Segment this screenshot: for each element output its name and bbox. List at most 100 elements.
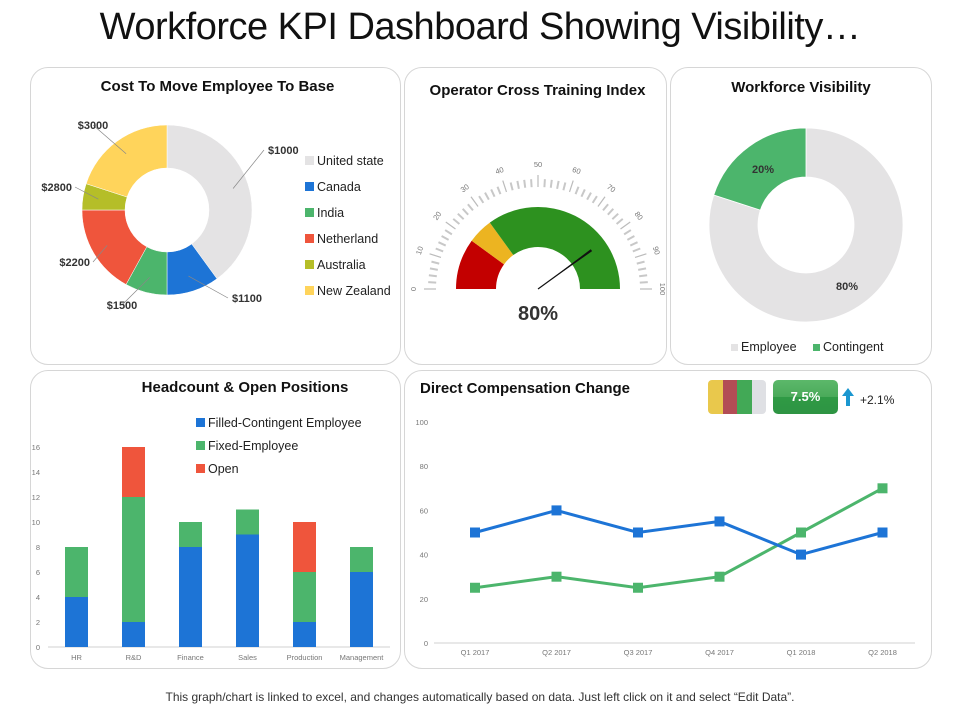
line-marker-series-2 [877, 483, 888, 494]
arrow-up-icon [842, 388, 854, 406]
legend-swatch [196, 464, 205, 473]
visibility-legend-item: Employee [731, 340, 797, 354]
bar-segment-hr-0 [65, 597, 88, 647]
legend-label: Employee [741, 340, 797, 354]
line-y-tick-label: 20 [420, 595, 428, 604]
legend-label: Netherland [317, 232, 379, 246]
legend-label: Canada [317, 180, 361, 194]
gauge-value-label: 80% [517, 303, 559, 325]
panel-compensation [404, 370, 932, 669]
gauge-tick [634, 253, 647, 259]
bar-segment-rd-0 [122, 622, 145, 647]
bar-segment-finance-1 [179, 522, 202, 547]
legend-swatch [813, 344, 820, 351]
cost-slice-united-state [166, 124, 253, 280]
bar-segment-sales-0 [236, 534, 259, 647]
bar-segment-production-0 [293, 622, 316, 647]
gauge-tick [530, 179, 533, 188]
gauge-tick [444, 229, 453, 236]
legend-label: United state [317, 154, 384, 168]
bar-segment-hr-1 [65, 547, 88, 597]
gauge-tick [429, 267, 438, 271]
gauge-tick [438, 241, 447, 247]
bar-y-tick-label: 12 [32, 493, 40, 502]
gauge-tick [591, 195, 598, 204]
line-x-tick-label: Q1 2018 [787, 648, 816, 657]
cost-legend-item: Netherland [305, 232, 378, 246]
line-x-tick-label: Q3 2017 [624, 648, 653, 657]
kpi-badge: 7.5% [773, 380, 838, 414]
visibility-slice-contingent [713, 127, 807, 211]
bar-segment-management-0 [350, 572, 373, 647]
legend-swatch [305, 182, 314, 191]
gauge-tick [478, 195, 485, 204]
gauge-band-0 [456, 240, 505, 289]
bar-segment-rd-1 [122, 497, 145, 622]
gauge-tick [502, 180, 508, 193]
legend-swatch [305, 286, 314, 295]
cost-leader-line [232, 149, 265, 189]
line-y-tick-label: 100 [415, 418, 428, 427]
cost-leader-line [74, 186, 99, 200]
line-x-tick-label: Q4 2017 [705, 648, 734, 657]
bar-segment-sales-1 [236, 509, 259, 535]
cost-data-label: $3000 [78, 120, 109, 132]
bar-y-tick-label: 2 [36, 618, 40, 627]
gauge-tick [428, 274, 437, 278]
gauge-tick-label: 10 [414, 245, 425, 256]
line-marker-series-1 [714, 516, 725, 527]
legend-swatch [196, 441, 205, 450]
cost-leader-line [92, 245, 108, 263]
gauge-tick [516, 180, 520, 189]
gauge-tick [636, 260, 645, 265]
visibility-data-label: 80% [836, 281, 858, 293]
gauge-tick [441, 235, 450, 241]
line-marker-series-1 [470, 527, 480, 538]
bar-segment-production-2 [293, 522, 316, 572]
legend-label: Contingent [823, 340, 884, 354]
gauge-tick [597, 196, 606, 207]
cost-slice-new-zealand [85, 124, 168, 198]
kpi-strip-gray [751, 380, 766, 414]
legend-swatch [196, 418, 205, 427]
gauge-tick [638, 267, 647, 271]
line-marker-series-1 [551, 505, 562, 516]
cost-leader-line [121, 277, 150, 306]
legend-label: Open [208, 462, 239, 476]
visibility-data-label: 20% [752, 164, 774, 176]
footer-note: This graph/chart is linked to excel, and… [165, 690, 795, 704]
visibility-slice-employee [708, 127, 904, 323]
bar-x-tick-label: R&D [126, 653, 142, 662]
cost-leader-line [92, 124, 127, 155]
cost-data-label: $1000 [268, 145, 299, 157]
cost-data-label: $1100 [232, 293, 262, 305]
kpi-strip-red [722, 380, 737, 414]
bar-y-tick-label: 6 [36, 568, 40, 577]
gauge-tick [457, 212, 465, 220]
legend-swatch [305, 234, 314, 243]
gauge-tick [580, 189, 586, 198]
legend-label: India [317, 206, 345, 220]
line-series-1 [474, 508, 883, 557]
gauge-tick [490, 189, 496, 198]
line-marker-series-1 [796, 549, 806, 560]
gauge-tick [496, 186, 502, 195]
gauge-tick-label: 90 [651, 245, 662, 256]
gauge-band-1 [471, 222, 514, 265]
bar-segment-management-1 [350, 547, 373, 572]
bar-x-tick-label: Finance [177, 653, 204, 662]
headcount-legend-item: Filled-Contingent Employee [196, 416, 362, 430]
panel-headcount [30, 370, 401, 669]
gauge-tick [452, 218, 461, 225]
cost-data-label: $2200 [59, 257, 90, 269]
gauge-tick [623, 229, 632, 236]
cost-legend-item: United state [305, 154, 384, 168]
bar-x-tick-label: Sales [238, 653, 257, 662]
gauge-tick [435, 247, 444, 253]
gauge-tick-label: 50 [534, 160, 542, 169]
